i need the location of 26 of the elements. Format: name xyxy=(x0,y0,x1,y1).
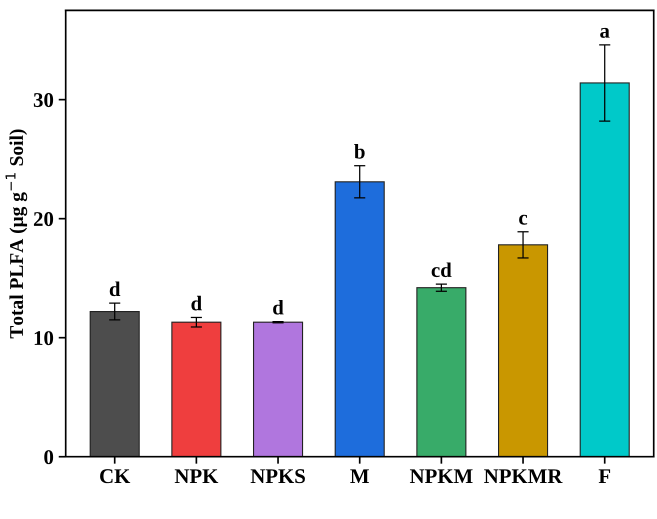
y-axis-title: Total PLFA (μg g$^{−1}$ Soil) xyxy=(6,129,28,338)
annotation: d xyxy=(191,296,202,310)
annotation: d xyxy=(273,300,284,315)
x-tick-label: F xyxy=(598,469,610,483)
bar xyxy=(580,82,630,457)
annotation: d xyxy=(110,282,120,296)
y-tick-label: 0 xyxy=(44,450,54,464)
y-tick-label: 20 xyxy=(34,212,54,226)
bar xyxy=(334,181,385,457)
bar xyxy=(498,244,548,457)
bar xyxy=(252,322,304,457)
y-tick-label: 30 xyxy=(34,93,54,108)
x-tick-label: NPKMR xyxy=(484,469,563,483)
annotation: a xyxy=(600,28,610,38)
annotation: c xyxy=(519,214,528,225)
annotation: cd xyxy=(432,262,452,278)
x-tick-label: CK xyxy=(100,469,130,484)
bar xyxy=(171,322,222,457)
annotation: b xyxy=(354,144,365,159)
bar xyxy=(90,310,140,457)
x-tick-label: M xyxy=(350,469,369,483)
x-tick-label: NPK xyxy=(174,469,218,483)
bar xyxy=(416,287,466,457)
y-tick-label: 10 xyxy=(34,331,54,346)
x-tick-label: NPKS xyxy=(250,469,305,484)
x-tick-label: NPKM xyxy=(410,469,473,483)
